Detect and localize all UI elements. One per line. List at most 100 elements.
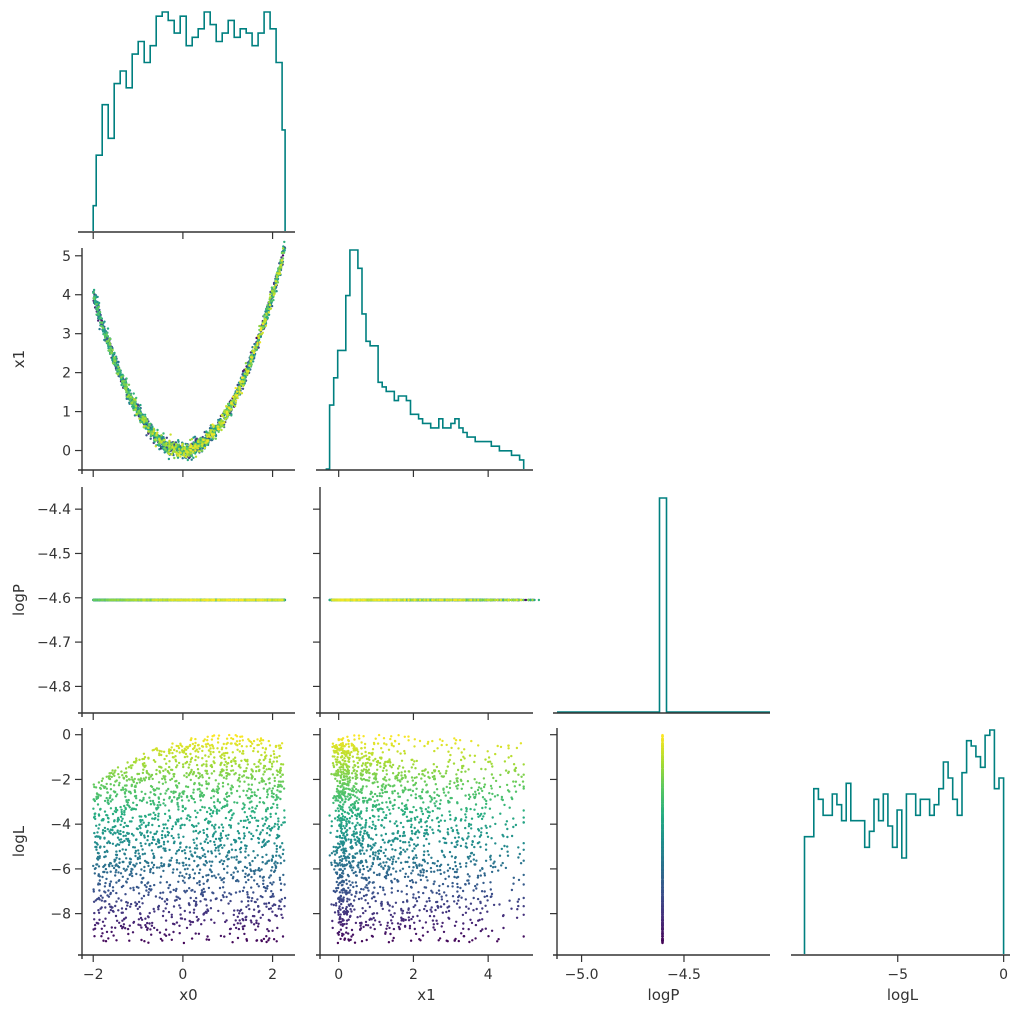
scatter-x0-logP-point	[175, 598, 178, 602]
scatter-x0-x1-point	[238, 386, 241, 389]
scatter-x0-x1-point	[247, 370, 250, 373]
scatter-x0-x1-point	[270, 286, 274, 289]
scatter-x0-x1-point	[97, 319, 100, 322]
scatter-x0-x1-point	[92, 296, 96, 300]
scatter-x0-x1-point	[283, 240, 286, 244]
scatter-x0-x1-point	[114, 362, 117, 365]
scatter-x0-x1-point	[105, 333, 108, 336]
scatter-x0-logP-point	[116, 598, 120, 602]
scatter-x0-x1-point	[185, 443, 188, 447]
scatter-x0-x1-point	[125, 383, 128, 387]
scatter-x0-logP-point	[240, 598, 244, 602]
scatter-x0-x1-point	[173, 448, 176, 451]
scatter-x0-x1-point	[108, 337, 111, 340]
scatter-x0-x1-point	[147, 430, 150, 433]
scatter-x0-x1-point	[281, 257, 285, 260]
scatter-x0-x1-point	[116, 373, 120, 376]
scatter-x0-x1-point	[216, 425, 220, 428]
scatter-x0-x1-point	[135, 413, 138, 416]
scatter-x0-x1-point	[181, 457, 184, 460]
scatter-x0-x1-point	[183, 454, 186, 457]
scatter-x0-x1-point	[190, 444, 193, 448]
scatter-x0-x1-point	[267, 300, 271, 304]
scatter-x0-x1-point	[134, 398, 137, 402]
scatter-x0-x1-point	[141, 415, 145, 418]
scatter-x0-x1-point	[118, 368, 121, 371]
scatter-x0-x1-point	[117, 365, 120, 369]
scatter-x0-logP-point	[206, 598, 209, 602]
scatter-x0-x1-point	[263, 321, 267, 324]
scatter-x0-logP-point	[264, 598, 268, 602]
scatter-x0-x1-point	[234, 399, 238, 402]
scatter-x0-logP-point	[247, 598, 250, 602]
scatter-x0-x1-point	[234, 386, 237, 390]
scatter-x0-x1-point	[163, 447, 166, 450]
scatter-x0-x1-point	[127, 391, 130, 394]
scatter-x0-x1-point	[197, 444, 200, 448]
scatter-x0-x1-point	[92, 288, 96, 292]
scatter-x0-x1-point	[165, 444, 168, 447]
scatter-x0-x1-point	[241, 380, 245, 384]
scatter-x0-x1-point	[239, 380, 242, 383]
scatter-x0-x1-point	[181, 448, 184, 451]
scatter-x0-x1-point	[268, 303, 272, 307]
scatter-x0-x1-point	[115, 368, 119, 372]
scatter-x0-x1-point	[226, 402, 230, 406]
scatter-x0-x1-point	[200, 443, 204, 446]
scatter-x0-x1-point	[268, 296, 272, 299]
scatter-x0-logP-point	[280, 598, 284, 602]
scatter-x0-x1-point	[225, 410, 229, 414]
scatter-x0-x1-point	[194, 449, 197, 452]
scatter-x0-x1-point	[233, 404, 237, 408]
scatter-x0-x1-point	[92, 291, 96, 294]
scatter-x0-x1-point	[154, 445, 157, 448]
scatter-x0-x1-point	[199, 436, 202, 440]
scatter-x0-x1-point	[274, 283, 278, 286]
scatter-x0-x1-point	[198, 450, 201, 453]
histogram-layer	[92, 11, 1005, 954]
scatter-x0-x1-point	[143, 417, 147, 420]
scatter-x0-x1-point	[228, 407, 231, 410]
scatter-x0-x1-point	[217, 430, 220, 434]
scatter-x0-x1-point	[170, 453, 173, 456]
scatter-x0-x1-point	[155, 433, 158, 437]
scatter-x0-x1-point	[125, 377, 128, 380]
scatter-x0-logP-point	[267, 598, 270, 602]
scatter-x0-logP-point	[101, 598, 105, 602]
scatter-x0-x1-point	[213, 429, 216, 432]
scatter-x0-x1-point	[168, 449, 171, 452]
scatter-x0-x1-point	[190, 458, 193, 461]
scatter-x0-x1-point	[278, 272, 282, 275]
scatter-x0-x1-point	[269, 307, 273, 310]
scatter-x0-x1-point	[152, 427, 156, 430]
scatter-x0-logP	[92, 598, 287, 602]
scatter-x0-x1-point	[111, 348, 114, 352]
scatter-x0-logP-point	[252, 598, 256, 602]
scatter-x0-x1-point	[241, 370, 245, 373]
scatter-x0-logP-point	[261, 598, 265, 602]
scatter-x0-x1-point	[103, 338, 106, 342]
scatter-x0-x1-point	[194, 455, 198, 458]
scatter-x0-x1-point	[169, 433, 172, 436]
scatter-x0-x1-point	[210, 432, 214, 436]
scatter-x0-logP-point	[114, 598, 117, 602]
scatter-x0-x1-point	[129, 395, 132, 399]
scatter-x0-x1-point	[272, 294, 275, 297]
scatter-x0-x1-point	[212, 433, 216, 436]
scatter-x0-x1-point	[186, 458, 189, 462]
scatter-x0-x1-point	[212, 425, 215, 429]
scatter-x0-x1-point	[167, 457, 171, 461]
scatter-x0-x1-point	[138, 417, 141, 420]
scatter-x0-x1-point	[151, 425, 154, 428]
scatter-x0-x1-point	[132, 392, 135, 395]
scatter-x0-x1-point	[149, 437, 152, 440]
scatter-x0-x1-point	[104, 336, 107, 339]
scatter-x0-x1-point	[278, 269, 281, 272]
scatter-x0-x1-point	[177, 439, 180, 442]
scatter-x0-x1-point	[217, 428, 221, 431]
scatter-x0-logP-point	[190, 598, 193, 602]
scatter-x0-x1-point	[126, 395, 129, 398]
scatter-x0-x1-point	[96, 309, 99, 312]
scatter-x0-logP-point	[155, 598, 158, 602]
scatter-x0-logP-point	[194, 598, 197, 602]
